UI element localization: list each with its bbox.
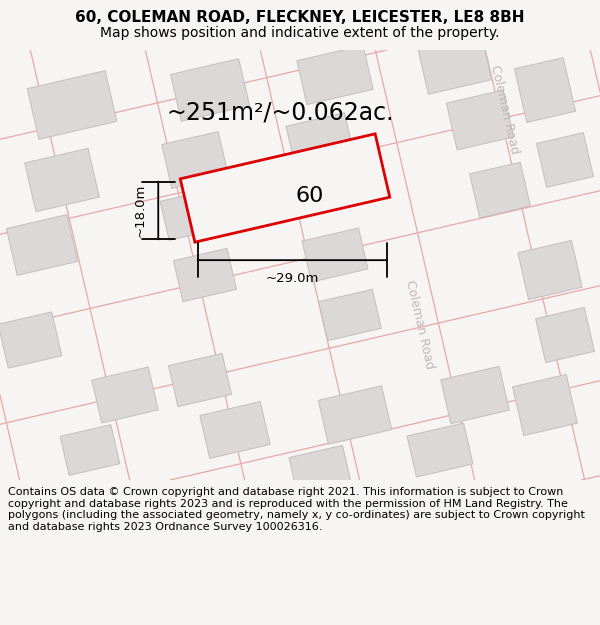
Polygon shape [470, 162, 530, 217]
Polygon shape [446, 90, 514, 150]
Polygon shape [169, 353, 232, 407]
Text: 60: 60 [296, 186, 324, 206]
Polygon shape [518, 241, 582, 299]
Polygon shape [161, 131, 229, 189]
Polygon shape [173, 248, 236, 302]
Polygon shape [319, 289, 381, 341]
Polygon shape [407, 423, 473, 477]
Text: ~18.0m: ~18.0m [134, 184, 147, 237]
Polygon shape [286, 112, 354, 168]
Polygon shape [441, 366, 509, 424]
Text: 60, COLEMAN ROAD, FLECKNEY, LEICESTER, LE8 8BH: 60, COLEMAN ROAD, FLECKNEY, LEICESTER, L… [75, 10, 525, 25]
Polygon shape [289, 445, 351, 495]
Text: ~251m²/~0.062ac.: ~251m²/~0.062ac. [166, 100, 394, 124]
Polygon shape [0, 312, 62, 368]
Polygon shape [25, 148, 99, 212]
Polygon shape [302, 228, 368, 282]
Polygon shape [514, 58, 575, 122]
Polygon shape [512, 374, 577, 436]
Polygon shape [536, 132, 593, 188]
Polygon shape [7, 214, 77, 276]
Polygon shape [170, 59, 250, 121]
Polygon shape [297, 46, 373, 104]
Polygon shape [180, 134, 390, 242]
Polygon shape [60, 424, 120, 476]
Text: Coleman Road: Coleman Road [488, 64, 521, 156]
Polygon shape [27, 71, 117, 139]
Polygon shape [92, 367, 158, 423]
Polygon shape [200, 402, 270, 458]
Polygon shape [536, 308, 595, 362]
Polygon shape [160, 189, 220, 241]
Text: Contains OS data © Crown copyright and database right 2021. This information is : Contains OS data © Crown copyright and d… [8, 487, 585, 532]
Polygon shape [418, 36, 492, 94]
Text: ~29.0m: ~29.0m [266, 272, 319, 284]
Text: Coleman Road: Coleman Road [403, 279, 437, 371]
Polygon shape [318, 386, 392, 444]
Text: Map shows position and indicative extent of the property.: Map shows position and indicative extent… [100, 26, 500, 40]
